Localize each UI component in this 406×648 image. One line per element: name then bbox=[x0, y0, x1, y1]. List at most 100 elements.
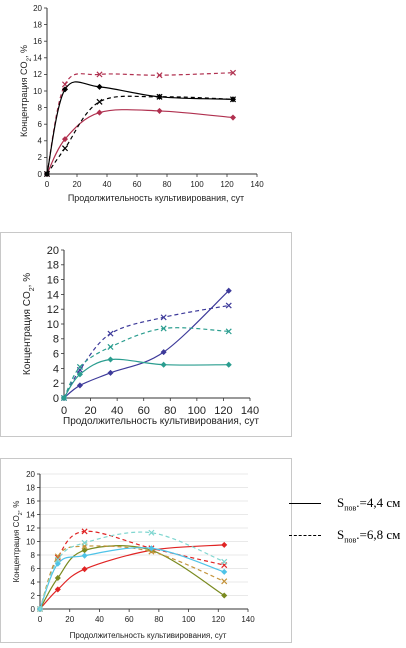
y-tick-label: 12 bbox=[26, 524, 35, 533]
chart-2: 0 20 40 60 80 100 120 14002468101214161820Продо… bbox=[0, 232, 292, 437]
y-tick-label: 18 bbox=[47, 260, 59, 272]
x-tick-label: 60 bbox=[125, 615, 134, 624]
data-point-diamond bbox=[54, 586, 61, 593]
chart-panel-2: 0 20 40 60 80 100 120 140 0 2 4 6 8 10 12 14 16 18 20 Продо… bbox=[0, 232, 406, 437]
data-point-cross bbox=[160, 314, 167, 321]
legend-solid-label: Sпов.=4,4 см bbox=[337, 495, 401, 513]
chart-panel-1: 0 20 40 60 80 100 120 140 0 2 4 6 8 10 12 14 16 18 20 Продо… bbox=[0, 0, 406, 215]
series-line-4 bbox=[46, 95, 234, 175]
y-tick-label: 16 bbox=[33, 37, 42, 46]
data-point-cross bbox=[36, 605, 44, 613]
data-point-cross bbox=[225, 328, 232, 335]
data-point-diamond bbox=[81, 552, 88, 559]
data-point-diamond bbox=[96, 83, 103, 90]
y-tick-label: 12 bbox=[47, 304, 59, 316]
chart-frame bbox=[0, 232, 292, 437]
y-tick-label: 2 bbox=[38, 153, 43, 162]
x-tick-label: 40 bbox=[103, 180, 112, 189]
data-point-diamond bbox=[81, 566, 88, 573]
data-point-cross bbox=[221, 558, 228, 565]
series-line-3 bbox=[63, 358, 229, 399]
data-point-cross bbox=[225, 302, 232, 309]
series-line-2 bbox=[63, 304, 229, 399]
y-axis-label: Концентрация CO2, % bbox=[12, 501, 24, 583]
data-point-diamond bbox=[76, 382, 83, 389]
legend-solid-line bbox=[289, 503, 321, 504]
x-tick-label: 100 bbox=[188, 405, 206, 417]
y-tick-label: 0 bbox=[38, 170, 43, 179]
data-point-cross bbox=[221, 578, 228, 585]
legend-dashed-line bbox=[289, 535, 321, 536]
series-line-2 bbox=[39, 530, 225, 610]
data-point-diamond bbox=[221, 592, 228, 599]
chart-panel-3: 0 20 40 60 80 100 120 140 0 2 4 6 8 10 12 14 16 18 20 Продо… bbox=[0, 458, 406, 643]
legend-item-dashed: Sпов.=6,8 см bbox=[285, 526, 406, 546]
x-tick-label: 0 bbox=[45, 180, 50, 189]
data-point-cross bbox=[160, 325, 167, 332]
series-line-6 bbox=[39, 531, 225, 610]
y-tick-label: 2 bbox=[53, 378, 59, 390]
data-point-cross bbox=[76, 363, 83, 370]
y-tick-label: 4 bbox=[38, 137, 43, 146]
x-tick-label: 80 bbox=[163, 180, 172, 189]
x-tick-label: 60 bbox=[133, 180, 142, 189]
data-point-cross bbox=[148, 548, 155, 555]
data-point-diamond bbox=[225, 287, 232, 294]
y-tick-label: 20 bbox=[47, 245, 59, 257]
x-tick-label: 120 bbox=[214, 405, 232, 417]
y-axis-label: Концентрация CO2, % bbox=[22, 273, 36, 375]
y-tick-label: 10 bbox=[26, 537, 35, 546]
data-point-cross bbox=[156, 93, 163, 100]
x-tick-label: 40 bbox=[95, 615, 104, 624]
data-point-diamond bbox=[225, 361, 232, 368]
y-axis-label: Концентрация CO2, % bbox=[19, 45, 33, 137]
x-tick-label: 0 bbox=[38, 615, 43, 624]
x-tick-label: 140 bbox=[250, 180, 264, 189]
y-tick-label: 8 bbox=[53, 334, 59, 346]
y-tick-label: 8 bbox=[31, 551, 36, 560]
data-point-diamond bbox=[61, 136, 69, 143]
y-tick-label: 16 bbox=[26, 497, 35, 506]
x-tick-label: 0 bbox=[61, 405, 67, 417]
x-tick-label: 120 bbox=[212, 615, 226, 624]
x-axis-label: Продолжительность культивирования, сут bbox=[68, 193, 244, 203]
x-tick-label: 140 bbox=[241, 405, 259, 417]
data-point-cross bbox=[229, 69, 237, 76]
data-point-cross bbox=[229, 96, 237, 103]
data-point-cross bbox=[156, 72, 163, 79]
x-axis-label: Продолжительность культивирования, сут bbox=[63, 416, 259, 427]
data-point-diamond bbox=[107, 356, 114, 363]
y-tick-label: 8 bbox=[38, 103, 43, 112]
data-point-diamond bbox=[61, 86, 69, 93]
y-tick-label: 4 bbox=[53, 363, 59, 375]
data-point-cross bbox=[81, 528, 88, 535]
y-tick-label: 6 bbox=[38, 120, 43, 129]
x-axis-label: Продолжительность культивирования, сут bbox=[70, 631, 227, 640]
y-tick-label: 10 bbox=[47, 319, 59, 331]
data-point-cross bbox=[54, 556, 61, 563]
data-point-diamond bbox=[76, 371, 83, 378]
x-tick-label: 80 bbox=[154, 615, 163, 624]
series-line-1 bbox=[46, 109, 234, 175]
y-tick-label: 18 bbox=[33, 20, 42, 29]
y-tick-label: 14 bbox=[33, 54, 42, 63]
chart-3: 0 20 40 60 80 100 120 140 0 2 4 6 8 10 12 14 16 18 20 Продо… bbox=[0, 458, 292, 643]
data-point-cross bbox=[107, 330, 114, 337]
x-tick-label: 140 bbox=[241, 615, 255, 624]
data-point-diamond bbox=[229, 114, 237, 121]
data-point-cross bbox=[107, 343, 114, 350]
data-point-diamond bbox=[156, 107, 163, 114]
data-point-diamond bbox=[221, 568, 228, 575]
series-line-1 bbox=[63, 290, 230, 399]
x-tick-label: 20 bbox=[84, 405, 96, 417]
legend-dashed-label: Sпов.=6,8 см bbox=[337, 527, 401, 545]
data-point-cross bbox=[148, 529, 155, 536]
series-line-1 bbox=[39, 544, 225, 610]
legend-item-solid: Sпов.=4,4 см bbox=[285, 494, 406, 514]
x-tick-label: 120 bbox=[220, 180, 234, 189]
x-tick-label: 40 bbox=[111, 405, 123, 417]
y-tick-label: 20 bbox=[26, 470, 35, 479]
y-tick-label: 0 bbox=[53, 393, 59, 405]
y-tick-label: 14 bbox=[47, 289, 59, 301]
data-point-cross bbox=[60, 394, 68, 402]
